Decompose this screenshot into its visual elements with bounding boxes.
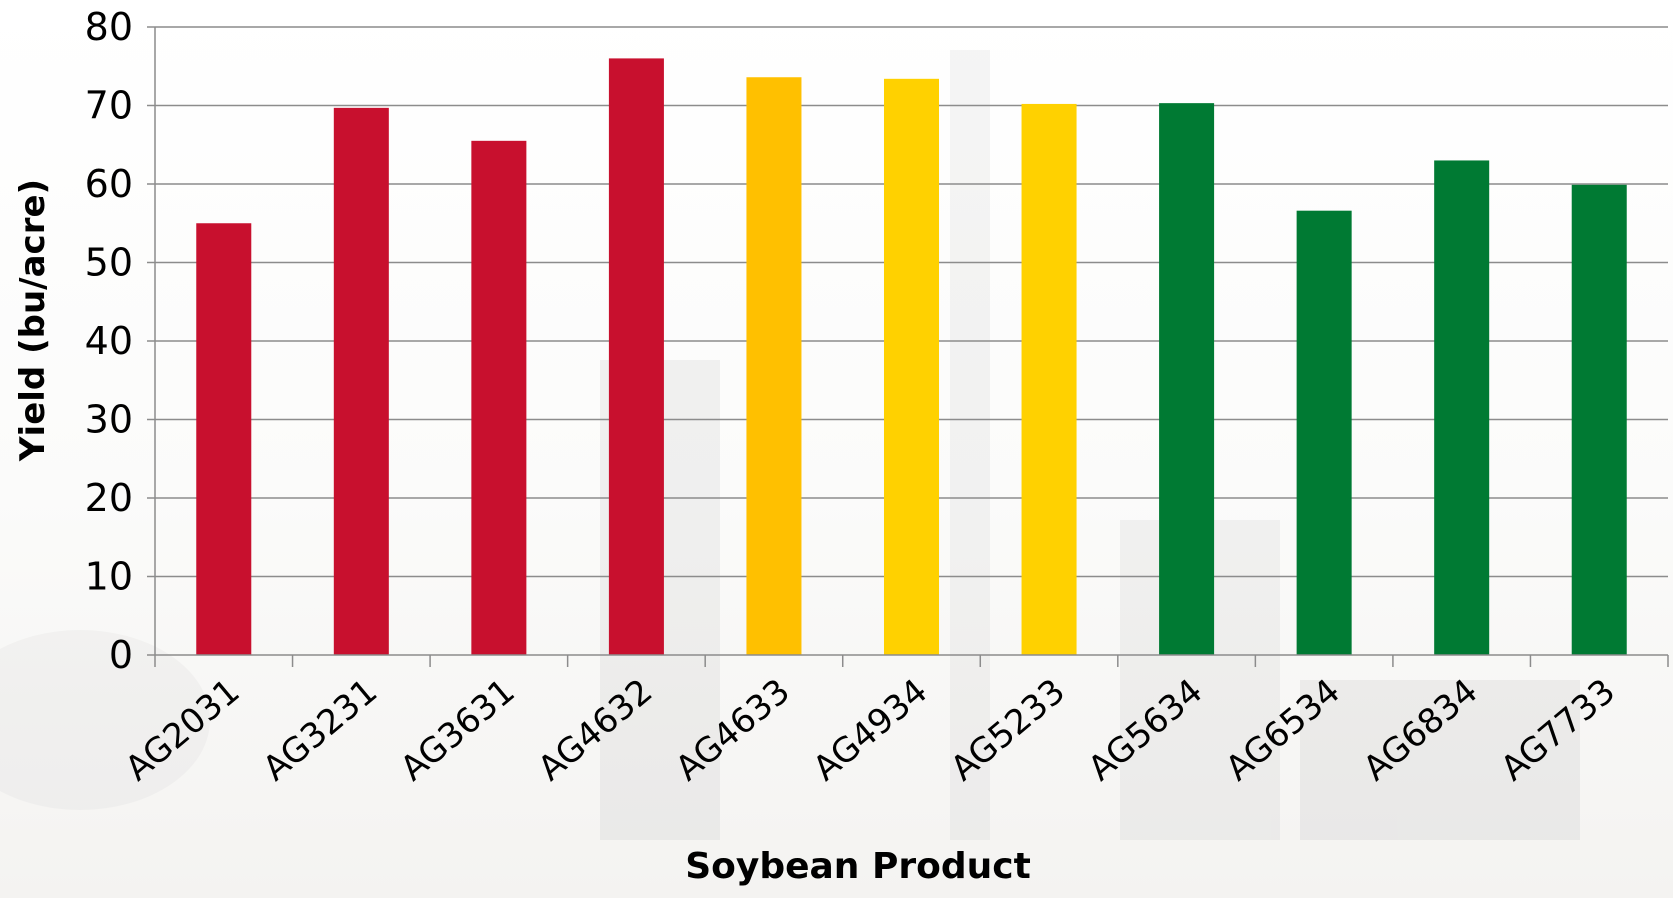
y-tick-label: 20 xyxy=(85,476,133,520)
y-tick-label: 70 xyxy=(85,84,133,128)
bar-ag5634 xyxy=(1159,103,1215,655)
x-axis-title: Soybean Product xyxy=(685,846,1031,887)
y-tick-label: 50 xyxy=(85,241,133,285)
y-tick-labels: 0 10 20 30 40 50 60 70 80 xyxy=(85,5,133,677)
x-tick-label: AG3231 xyxy=(256,671,386,789)
y-tick-label: 0 xyxy=(109,633,133,677)
y-tick-label: 10 xyxy=(85,555,133,599)
y-tick-label: 40 xyxy=(85,319,133,363)
bar-ag6534 xyxy=(1296,210,1352,655)
bar-ag3231 xyxy=(333,107,389,656)
bar-ag7733 xyxy=(1571,184,1627,655)
bars xyxy=(196,58,1627,656)
bar-ag3631 xyxy=(471,140,527,655)
bar-ag4633 xyxy=(746,77,802,656)
bar-ag6834 xyxy=(1434,160,1490,655)
y-tick-label: 60 xyxy=(85,162,133,206)
bar-ag4632 xyxy=(608,58,664,655)
bar-ag2031 xyxy=(196,223,252,655)
bar-ag5233 xyxy=(1021,103,1077,656)
y-tick-label: 30 xyxy=(85,398,133,442)
y-tick-label: 80 xyxy=(85,5,133,49)
bar-ag4934 xyxy=(883,78,940,655)
x-tick-label: AG3631 xyxy=(393,671,523,789)
x-tick-label: AG4934 xyxy=(806,671,936,789)
background-scenery xyxy=(0,50,1580,840)
y-axis-title: Yield (bu/acre) xyxy=(13,179,53,462)
axes xyxy=(147,26,1669,667)
